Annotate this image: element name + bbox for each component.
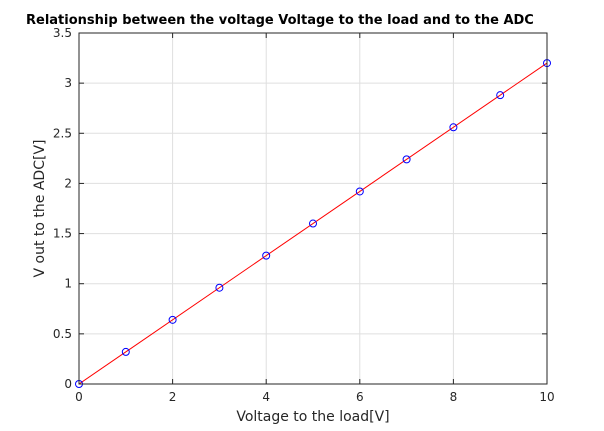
data-point [309,219,317,228]
y-tick-label: 2.5 [53,126,72,140]
y-tick-label: 1 [64,277,72,291]
plot-frame [78,32,548,385]
x-tick-label: 4 [262,390,270,404]
data-series [75,59,551,388]
x-axis-label: Voltage to the load[V] [236,409,389,425]
plot-background [79,33,547,384]
y-tick-label: 2 [64,176,72,190]
x-tick-label: 10 [539,390,554,404]
data-point [355,187,364,196]
chart-title: Relationship between the voltage Voltage… [26,13,534,28]
data-point [262,251,271,260]
y-tick-label: 3 [64,76,72,90]
x-tick-label: 0 [75,390,83,404]
y-axis-label: V out to the ADC[V] [32,140,48,278]
x-tick-label: 2 [169,390,177,404]
fit-line [78,62,548,385]
data-point [121,347,130,356]
y-tick-label: 0 [64,377,72,391]
data-point [215,283,224,292]
x-tick-label: 8 [450,390,458,404]
y-tick-label: 1.5 [53,227,72,241]
data-point [402,155,411,164]
y-tick-label: 3.5 [53,26,72,40]
axis-ticks: 0 2 4 6 8 10 0 0.5 1 1.5 2 2.5 3 3.5 [53,26,555,404]
y-tick-label: 0.5 [53,327,72,341]
x-tick-label: 6 [356,390,364,404]
data-point [168,315,177,324]
data-point [449,123,458,132]
data-point [496,91,505,100]
